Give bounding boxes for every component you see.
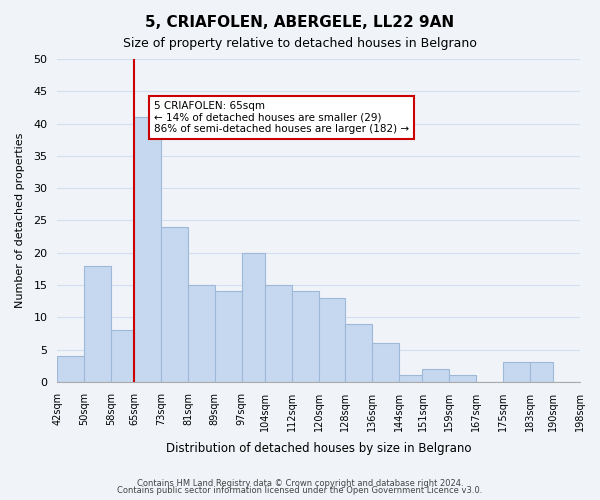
- Bar: [84, 266, 111, 382]
- Text: 5 CRIAFOLEN: 65sqm
← 14% of detached houses are smaller (29)
86% of semi-detache: 5 CRIAFOLEN: 65sqm ← 14% of detached hou…: [154, 101, 409, 134]
- Bar: [530, 362, 553, 382]
- Text: Contains HM Land Registry data © Crown copyright and database right 2024.: Contains HM Land Registry data © Crown c…: [137, 478, 463, 488]
- Bar: [111, 330, 134, 382]
- Text: Contains public sector information licensed under the Open Government Licence v3: Contains public sector information licen…: [118, 486, 482, 495]
- Bar: [503, 362, 530, 382]
- Bar: [292, 292, 319, 382]
- Bar: [161, 227, 188, 382]
- Bar: [265, 285, 292, 382]
- Text: Size of property relative to detached houses in Belgrano: Size of property relative to detached ho…: [123, 38, 477, 51]
- Bar: [242, 252, 265, 382]
- Bar: [346, 324, 372, 382]
- Y-axis label: Number of detached properties: Number of detached properties: [15, 132, 25, 308]
- Bar: [57, 356, 84, 382]
- Bar: [399, 376, 422, 382]
- Bar: [215, 292, 242, 382]
- Bar: [372, 343, 399, 382]
- Bar: [449, 376, 476, 382]
- X-axis label: Distribution of detached houses by size in Belgrano: Distribution of detached houses by size …: [166, 442, 472, 455]
- Bar: [319, 298, 346, 382]
- Text: 5, CRIAFOLEN, ABERGELE, LL22 9AN: 5, CRIAFOLEN, ABERGELE, LL22 9AN: [145, 15, 455, 30]
- Bar: [188, 285, 215, 382]
- Bar: [422, 369, 449, 382]
- Bar: [134, 117, 161, 382]
